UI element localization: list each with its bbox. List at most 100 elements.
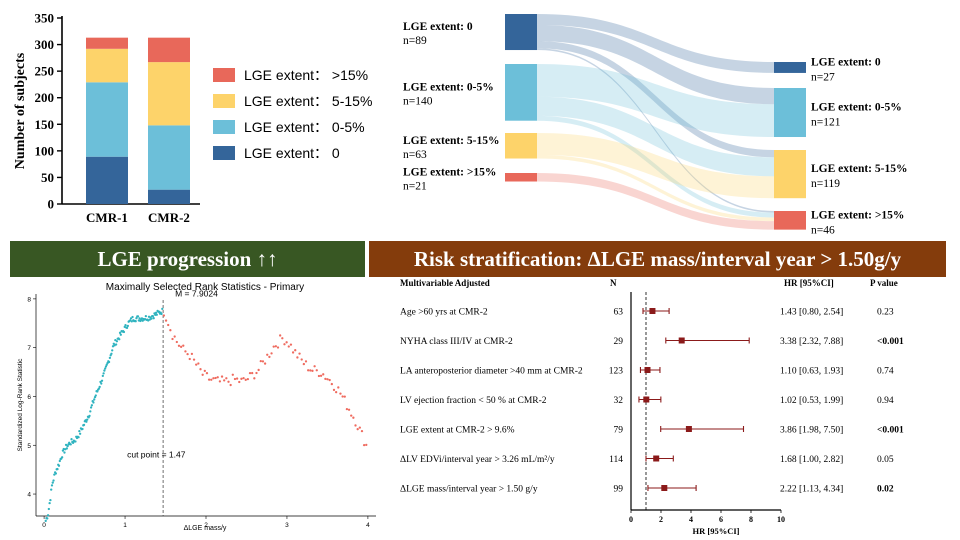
maxstat-point-below — [118, 338, 121, 341]
sankey-node-left — [505, 173, 537, 182]
bar-segment — [148, 125, 190, 190]
maxstat-point-below — [104, 367, 107, 370]
maxstat-point-below — [70, 438, 73, 441]
bar-legend-swatch — [213, 120, 235, 134]
maxstat-point-above — [322, 373, 325, 376]
maxstat-point-above — [220, 375, 224, 378]
maxstat-point-above — [311, 369, 314, 372]
maxstat-point-above — [171, 337, 174, 341]
maxstat-point-below — [105, 363, 108, 366]
maxstat-point-below — [98, 385, 101, 389]
sankey-flow — [537, 64, 774, 138]
maxstat-point-above — [207, 378, 211, 381]
maxstat-point-above — [246, 377, 250, 381]
maxstat-point-below — [131, 315, 134, 319]
maxstat-x-tick-label: 1 — [123, 522, 127, 529]
maxstat-point-above — [354, 424, 357, 427]
maxstat-point-above — [294, 349, 297, 352]
sankey-flow — [537, 48, 774, 213]
maxstat-point-above — [298, 352, 301, 355]
sankey-node-left — [505, 14, 537, 51]
maxstat-point-above — [270, 352, 273, 355]
forest-header-label: Multivariable Adjusted — [400, 278, 490, 288]
forest-row-hr: 1.43 [0.80, 2.54] — [780, 308, 843, 318]
maxstat-point-below — [89, 410, 92, 413]
forest-hr-marker — [678, 337, 685, 344]
forest-row-p: 0.02 — [877, 485, 894, 495]
sankey-node-right — [774, 211, 806, 230]
maxstat-point-above — [281, 337, 284, 340]
maxstat-y-tick-label: 7 — [27, 345, 31, 352]
maxstat-point-above — [309, 369, 312, 372]
maxstat-point-below — [125, 326, 129, 330]
sankey-right-n: n=27 — [811, 71, 835, 83]
maxstat-point-above — [238, 380, 241, 384]
maxstat-point-above — [283, 343, 286, 346]
bar-category-label: CMR-1 — [86, 210, 128, 225]
sankey-flow — [537, 173, 774, 230]
forest-row-n: 114 — [609, 455, 623, 465]
maxstat-point-above — [192, 358, 196, 361]
forest-x-tick-label: 0 — [629, 515, 633, 524]
maxstat-point-above — [272, 345, 275, 348]
bar-legend-label: LGE extent： 0-5% — [244, 119, 365, 135]
maxstat-point-below — [56, 467, 59, 471]
maxstat-point-above — [203, 369, 206, 373]
maxstat-y-tick-label: 6 — [27, 394, 31, 401]
maxstat-point-above — [197, 362, 200, 365]
forest-row-hr: 1.02 [0.53, 1.99] — [780, 396, 843, 406]
maxstat-point-above — [223, 379, 226, 382]
maxstat-point-below — [141, 319, 144, 322]
bar-y-tick-label: 200 — [35, 90, 55, 105]
forest-row-p: 0.23 — [877, 308, 894, 318]
forest-plot: Multivariable Adjusted N HR [95%CI] P value… — [400, 278, 904, 536]
maxstat-point-above — [315, 369, 318, 372]
maxstat-point-below — [92, 401, 95, 404]
maxstat-point-below — [58, 459, 61, 463]
bar-segment — [86, 37, 128, 49]
maxstat-point-above — [304, 360, 308, 363]
maxstat-point-below — [103, 369, 106, 372]
sankey-node-right — [774, 88, 806, 138]
maxstat-point-above — [341, 395, 344, 398]
sankey-right-label: LGE extent: 0-5% — [811, 102, 902, 114]
bar-y-tick-label: 250 — [35, 64, 55, 79]
maxstat-point-below — [144, 314, 148, 318]
forest-row-n: 123 — [609, 367, 624, 377]
maxstat-point-above — [291, 351, 295, 354]
maxstat-point-below — [150, 317, 153, 320]
maxstat-point-below — [102, 372, 105, 375]
forest-header-p: P value — [870, 278, 898, 288]
maxstat-point-above — [255, 371, 258, 375]
maxstat-point-above — [195, 363, 198, 366]
sankey-left-n: n=63 — [403, 149, 427, 161]
bar-y-tick-label: 350 — [35, 11, 55, 26]
maxstat-point-above — [177, 344, 181, 347]
maxstat-point-above — [266, 353, 269, 356]
sankey-flow — [537, 115, 774, 218]
forest-hr-marker — [644, 367, 651, 373]
forest-row-hr: 3.38 [2.32, 7.88] — [780, 337, 843, 347]
sankey-left-label: LGE extent: >15% — [403, 166, 496, 178]
maxstat-point-above — [332, 388, 336, 392]
maxstat-point-above — [330, 382, 333, 386]
maxstat-point-above — [253, 377, 256, 380]
maxstat-point-below — [100, 382, 103, 385]
forest-x-axis-label: HR [95%CI] — [693, 526, 740, 536]
maxstat-point-above — [235, 377, 239, 380]
bar-y-tick-label: 150 — [35, 117, 55, 132]
maxstat-point-below — [66, 445, 69, 448]
maxstat-point-above — [279, 334, 282, 337]
maxstat-point-below — [46, 514, 50, 517]
maxstat-point-above — [251, 371, 254, 375]
forest-row-p: <0.001 — [877, 337, 904, 347]
sankey-right-n: n=119 — [811, 178, 840, 190]
maxstat-point-below — [110, 352, 113, 355]
maxstat-point-above — [210, 378, 213, 381]
bar-segment — [86, 48, 128, 83]
forest-row-label: LA anteroposterior diameter >40 mm at CM… — [400, 367, 583, 377]
maxstat-point-above — [242, 376, 245, 380]
maxstat-point-above — [339, 392, 342, 395]
bar-y-tick-label: 50 — [41, 170, 54, 185]
sankey-flow — [537, 154, 774, 222]
